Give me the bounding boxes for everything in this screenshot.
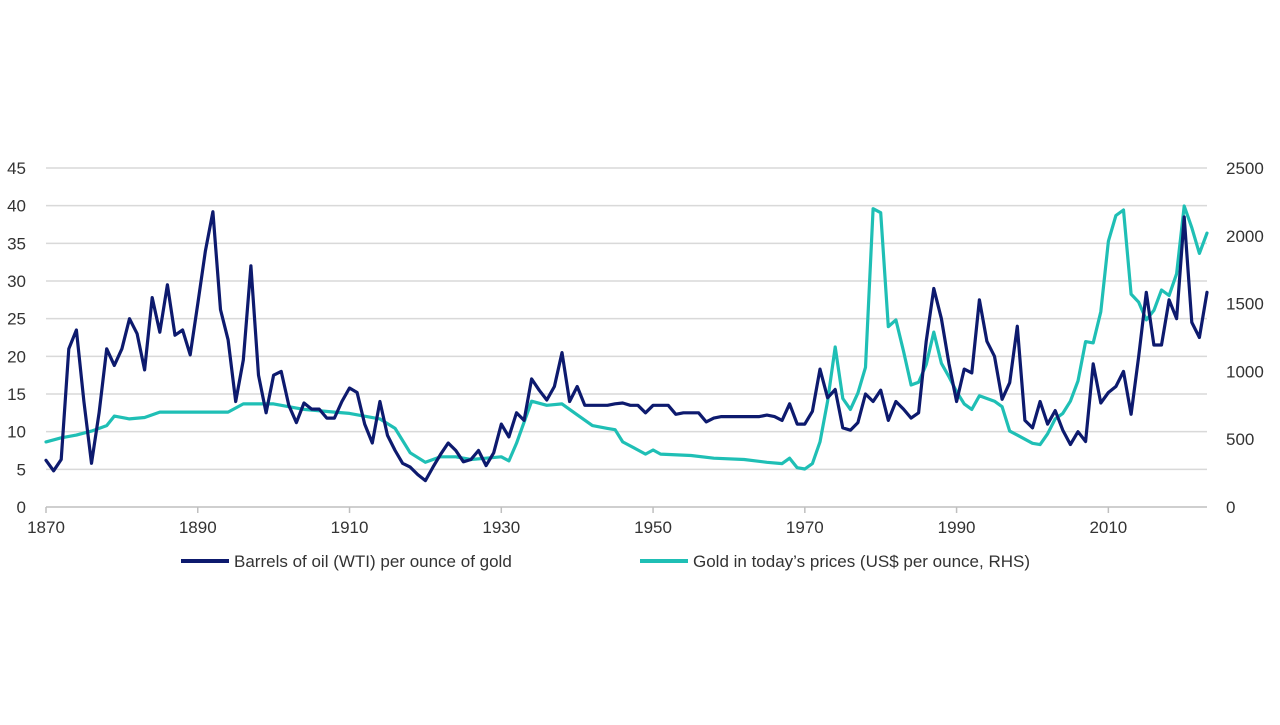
y2-tick-label-2000: 2000 [1226, 227, 1264, 246]
series-line-gold-price [44, 204, 1209, 471]
y2-tick-label-500: 500 [1226, 430, 1254, 449]
x-tick-label-2010: 2010 [1089, 518, 1127, 537]
y-tick-label-30: 30 [7, 272, 26, 291]
x-tick-label-1970: 1970 [786, 518, 824, 537]
axes: 0 5 10 15 20 25 30 35 40 45 0 500 1000 1500 2000 2500 18… [7, 159, 1264, 537]
x-tick-label-1870: 1870 [27, 518, 65, 537]
series-line-oil-per-gold [44, 210, 1209, 483]
y-tick-label-25: 25 [7, 310, 26, 329]
y2-tick-label-0: 0 [1226, 498, 1235, 517]
x-tick-label-1930: 1930 [482, 518, 520, 537]
gridlines [46, 167, 1207, 471]
y-tick-label-20: 20 [7, 347, 26, 366]
y-tick-label-0: 0 [17, 498, 26, 517]
series-lines [44, 204, 1209, 483]
y2-tick-label-1500: 1500 [1226, 295, 1264, 314]
legend-label-oil: Barrels of oil (WTI) per ounce of gold [234, 552, 512, 571]
y-tick-label-10: 10 [7, 423, 26, 442]
y-tick-label-45: 45 [7, 159, 26, 178]
x-tick-label-1950: 1950 [634, 518, 672, 537]
y-tick-label-35: 35 [7, 234, 26, 253]
y-tick-label-15: 15 [7, 385, 26, 404]
legend-label-gold: Gold in today’s prices (US$ per ounce, R… [693, 552, 1030, 571]
y-tick-label-40: 40 [7, 197, 26, 216]
x-tick-label-1890: 1890 [179, 518, 217, 537]
x-tick-label-1990: 1990 [938, 518, 976, 537]
y2-tick-label-1000: 1000 [1226, 362, 1264, 381]
legend: Barrels of oil (WTI) per ounce of gold G… [181, 552, 1030, 571]
y2-tick-label-2500: 2500 [1226, 159, 1264, 178]
x-tick-label-1910: 1910 [331, 518, 369, 537]
y-tick-label-5: 5 [17, 460, 26, 479]
